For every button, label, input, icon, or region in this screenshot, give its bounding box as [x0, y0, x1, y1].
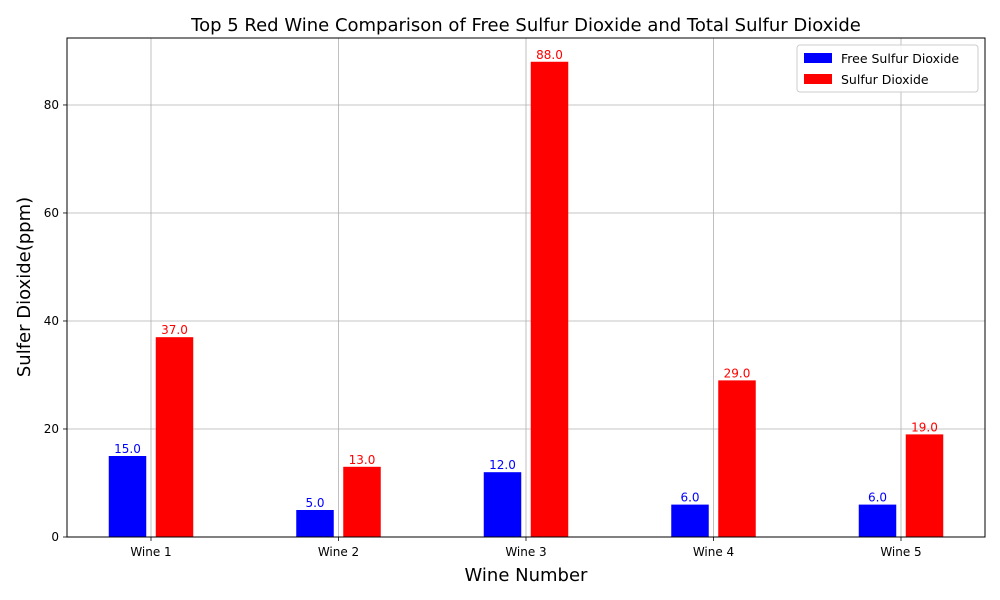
- bar: [905, 434, 944, 537]
- bar-value-label: 29.0: [724, 366, 751, 380]
- chart-title: Top 5 Red Wine Comparison of Free Sulfur…: [190, 15, 861, 36]
- x-tick-label: Wine 4: [693, 545, 734, 559]
- bar: [155, 337, 194, 537]
- y-tick-label: 60: [44, 206, 59, 220]
- bar: [296, 509, 334, 537]
- y-tick-label: 20: [44, 422, 59, 436]
- legend: Free Sulfur Dioxide Sulfur Dioxide: [796, 44, 979, 93]
- x-tick-label: Wine 3: [505, 545, 546, 559]
- bar: [671, 504, 709, 537]
- bar-value-label: 13.0: [349, 453, 376, 467]
- legend-box: [796, 44, 979, 93]
- bar: [483, 472, 522, 537]
- data-labels: 15.0 5.0 12.0 6.0 6.0 37.0 13.0 88.0 29.0 19.0: [114, 48, 938, 510]
- x-axis-label: Wine Number: [465, 565, 589, 586]
- legend-swatch: [804, 74, 832, 84]
- axis-ticks: Wine 1 Wine 2 Wine 3 Wine 4 Wine 5 0 20 40 60 80: [44, 98, 922, 559]
- bars: [108, 61, 944, 538]
- bar: [858, 504, 897, 537]
- bar: [108, 455, 147, 537]
- bar-value-label: 12.0: [489, 458, 516, 472]
- y-axis-label: Sulfer Dioxide(ppm): [14, 197, 35, 377]
- legend-label: Free Sulfur Dioxide: [841, 51, 959, 66]
- y-tick-label: 80: [44, 98, 59, 112]
- y-tick-label: 40: [44, 314, 59, 328]
- bar: [530, 61, 569, 538]
- bar-value-label: 5.0: [305, 496, 324, 510]
- bar-value-label: 37.0: [161, 323, 188, 337]
- x-tick-label: Wine 2: [318, 545, 359, 559]
- y-tick-label: 0: [51, 530, 59, 544]
- bar-value-label: 6.0: [680, 491, 699, 505]
- legend-label: Sulfur Dioxide: [841, 72, 929, 87]
- bar: [343, 466, 381, 537]
- bar-value-label: 88.0: [536, 48, 563, 62]
- bar-value-label: 6.0: [868, 491, 887, 505]
- x-tick-label: Wine 5: [880, 545, 921, 559]
- x-tick-label: Wine 1: [130, 545, 171, 559]
- legend-swatch: [804, 53, 832, 63]
- bar-value-label: 19.0: [911, 420, 938, 434]
- bar: [718, 380, 756, 537]
- bar-value-label: 15.0: [114, 442, 141, 456]
